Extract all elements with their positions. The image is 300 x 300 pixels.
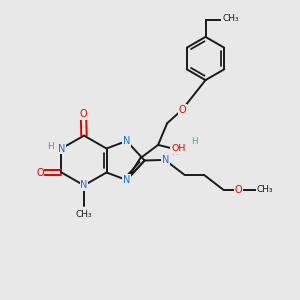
Text: O: O xyxy=(36,167,44,178)
Text: H: H xyxy=(47,142,53,151)
Text: O: O xyxy=(80,109,87,119)
Text: N: N xyxy=(123,136,130,146)
Text: O: O xyxy=(178,105,186,115)
Text: OH: OH xyxy=(171,144,186,153)
Text: N: N xyxy=(123,175,130,185)
Text: CH₃: CH₃ xyxy=(222,14,239,23)
Text: CH₃: CH₃ xyxy=(256,185,273,194)
Text: CH₃: CH₃ xyxy=(76,210,92,219)
Text: N: N xyxy=(58,143,65,154)
Text: O: O xyxy=(235,185,242,195)
Text: H: H xyxy=(191,136,197,146)
Text: N: N xyxy=(162,155,169,165)
Text: N: N xyxy=(80,180,88,190)
Text: H: H xyxy=(171,148,177,157)
